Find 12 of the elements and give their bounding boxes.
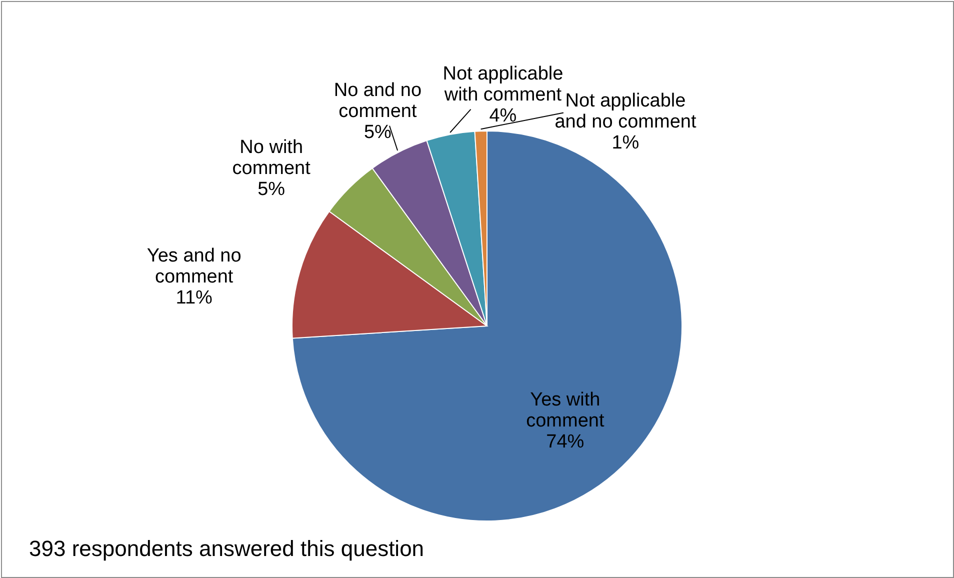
data-label: 11% <box>176 287 213 308</box>
data-label: 1% <box>612 132 640 154</box>
slice-label: Yes with comment <box>526 389 605 432</box>
data-label: 4% <box>489 105 517 126</box>
slice-label: Not applicable with comment <box>442 63 564 106</box>
text: 393 respondents answered this question <box>29 536 424 561</box>
slice-label: No and no comment <box>334 80 422 122</box>
data-label: 5% <box>258 179 286 200</box>
slice-label: Yes and no comment <box>146 245 242 288</box>
data-label: 74% <box>546 431 584 452</box>
slice-label: No with comment <box>232 137 312 180</box>
data-label: 5% <box>364 122 392 143</box>
